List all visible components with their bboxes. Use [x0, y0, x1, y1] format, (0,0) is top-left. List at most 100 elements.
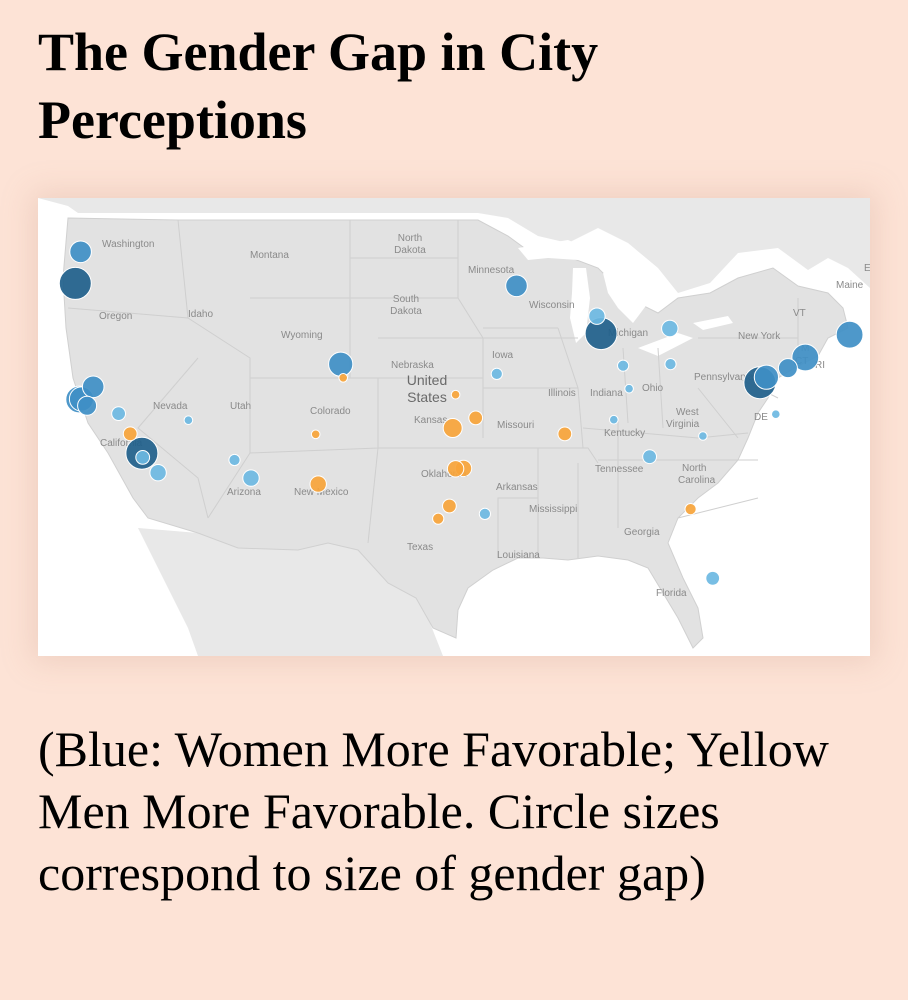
label-south-dakota-1: South — [393, 294, 419, 305]
label-oklahoma: Oklahoma — [421, 469, 467, 480]
city-point-baltimore[interactable] — [753, 364, 780, 390]
legend-caption: (Blue: Women More Favorable; Yellow Men … — [38, 721, 829, 901]
city-point-albuquerque[interactable] — [310, 429, 321, 440]
city-point-san-jose[interactable] — [77, 395, 98, 416]
label-new-mexico: New Mexico — [294, 487, 349, 498]
label-west-virginia-1: West — [676, 407, 699, 418]
city-point-jacksonville[interactable] — [684, 503, 697, 516]
lake-erie — [638, 333, 693, 356]
label-texas: Texas — [407, 542, 433, 553]
city-point-memphis[interactable] — [557, 426, 573, 442]
canada-land — [38, 198, 870, 293]
lake-ontario — [693, 316, 733, 330]
label-nevada: Nevada — [153, 401, 188, 412]
label-iowa: Iowa — [492, 350, 514, 361]
city-point-bakersfield[interactable] — [122, 426, 138, 442]
city-point-milwaukee[interactable] — [588, 307, 606, 325]
label-north-dakota-1: North — [398, 233, 422, 244]
city-point-louisville[interactable] — [624, 383, 634, 394]
state-borders — [67, 219, 799, 558]
label-north-carolina-1: North — [682, 463, 706, 474]
city-point-charlotte[interactable] — [698, 431, 708, 441]
city-point-detroit[interactable] — [661, 319, 679, 338]
label-idaho: Idaho — [188, 309, 213, 320]
city-point-indianapolis[interactable] — [617, 359, 630, 372]
city-point-sacramento[interactable] — [81, 375, 105, 399]
label-arizona: Arizona — [227, 487, 261, 498]
city-point-san-antonio[interactable] — [432, 512, 445, 525]
city-point-kansas-city[interactable] — [490, 367, 503, 380]
label-missouri: Missouri — [497, 420, 534, 431]
lake-michigan — [570, 268, 590, 343]
label-indiana: Indiana — [590, 388, 623, 399]
map-canvas: United States Washington Montana North D… — [38, 198, 870, 656]
city-point-portland[interactable] — [58, 266, 92, 300]
city-point-philadelphia[interactable] — [777, 358, 798, 379]
label-kentucky: Kentucky — [604, 428, 645, 439]
city-point-austin[interactable] — [442, 498, 457, 514]
city-point-oklahoma-city[interactable] — [442, 418, 463, 438]
us-map[interactable]: United States Washington Montana North D… — [38, 198, 870, 656]
state-labels: Washington Montana North Dakota Minnesot… — [99, 233, 870, 599]
label-california: California — [100, 438, 143, 449]
label-colorado: Colorado — [310, 406, 351, 417]
page-title: The Gender Gap in City Perceptions — [38, 22, 599, 150]
city-point-phoenix[interactable] — [228, 453, 241, 467]
city-point-new-york[interactable] — [791, 343, 820, 372]
city-point-tucson[interactable] — [242, 469, 260, 487]
city-point-tulsa[interactable] — [468, 410, 484, 426]
label-washington: Washington — [102, 239, 154, 250]
label-new-york: New York — [738, 331, 781, 342]
label-louisiana: Louisiana — [497, 550, 540, 561]
city-point-virginia-beach[interactable] — [771, 409, 781, 419]
label-north-carolina-2: Carolina — [678, 475, 716, 486]
label-vt: VT — [793, 308, 806, 319]
label-ohio: Ohio — [642, 383, 664, 394]
lake-superior — [518, 240, 598, 260]
city-point-houston[interactable] — [478, 507, 491, 520]
label-oregon: Oregon — [99, 311, 132, 322]
city-point-colorado-springs[interactable] — [338, 373, 349, 383]
country-label-line1: United — [407, 372, 447, 388]
label-north-dakota-2: Dakota — [394, 245, 426, 256]
city-point-denver[interactable] — [328, 351, 354, 377]
label-kansas: Kansas — [414, 415, 447, 426]
city-point-seattle[interactable] — [69, 240, 92, 264]
label-mississippi: Mississippi — [529, 504, 577, 515]
label-georgia: Georgia — [624, 527, 660, 538]
city-point-las-vegas[interactable] — [183, 415, 194, 425]
label-tennessee: Tennessee — [595, 464, 644, 475]
label-maine: Maine — [836, 280, 864, 291]
label-west-virginia-2: Virginia — [666, 419, 700, 430]
label-michigan: Michigan — [608, 328, 648, 339]
city-point-el-paso[interactable] — [309, 475, 327, 493]
city-point-wichita[interactable] — [450, 389, 461, 400]
label-wyoming: Wyoming — [281, 330, 323, 341]
city-point-fort-worth[interactable] — [446, 460, 465, 478]
label-arkansas: Arkansas — [496, 482, 538, 493]
city-point-miami[interactable] — [705, 570, 721, 586]
label-pennsylvania: Pennsylvania — [694, 372, 754, 383]
label-ri: RI — [815, 360, 825, 371]
city-point-fresno[interactable] — [111, 406, 126, 422]
label-utah: Utah — [230, 401, 251, 412]
label-south-dakota-2: Dakota — [390, 306, 422, 317]
label-montana: Montana — [250, 250, 289, 261]
label-wisconsin: Wisconsin — [529, 300, 575, 311]
city-point-long-beach[interactable] — [135, 450, 151, 465]
city-points — [58, 240, 864, 586]
city-point-boston[interactable] — [835, 320, 864, 349]
country-label-line2: States — [407, 389, 447, 405]
city-point-atlanta[interactable] — [642, 449, 657, 465]
lake-huron — [603, 273, 648, 323]
city-point-nashville[interactable] — [609, 414, 619, 425]
label-e: E — [864, 263, 870, 274]
label-de: DE — [754, 412, 768, 423]
label-florida: Florida — [656, 588, 687, 599]
city-point-columbus[interactable] — [664, 358, 677, 371]
city-point-san-diego[interactable] — [149, 464, 167, 482]
label-nebraska: Nebraska — [391, 360, 434, 371]
city-point-minneapolis[interactable] — [505, 274, 528, 298]
label-illinois: Illinois — [548, 388, 576, 399]
label-minnesota: Minnesota — [468, 265, 515, 276]
